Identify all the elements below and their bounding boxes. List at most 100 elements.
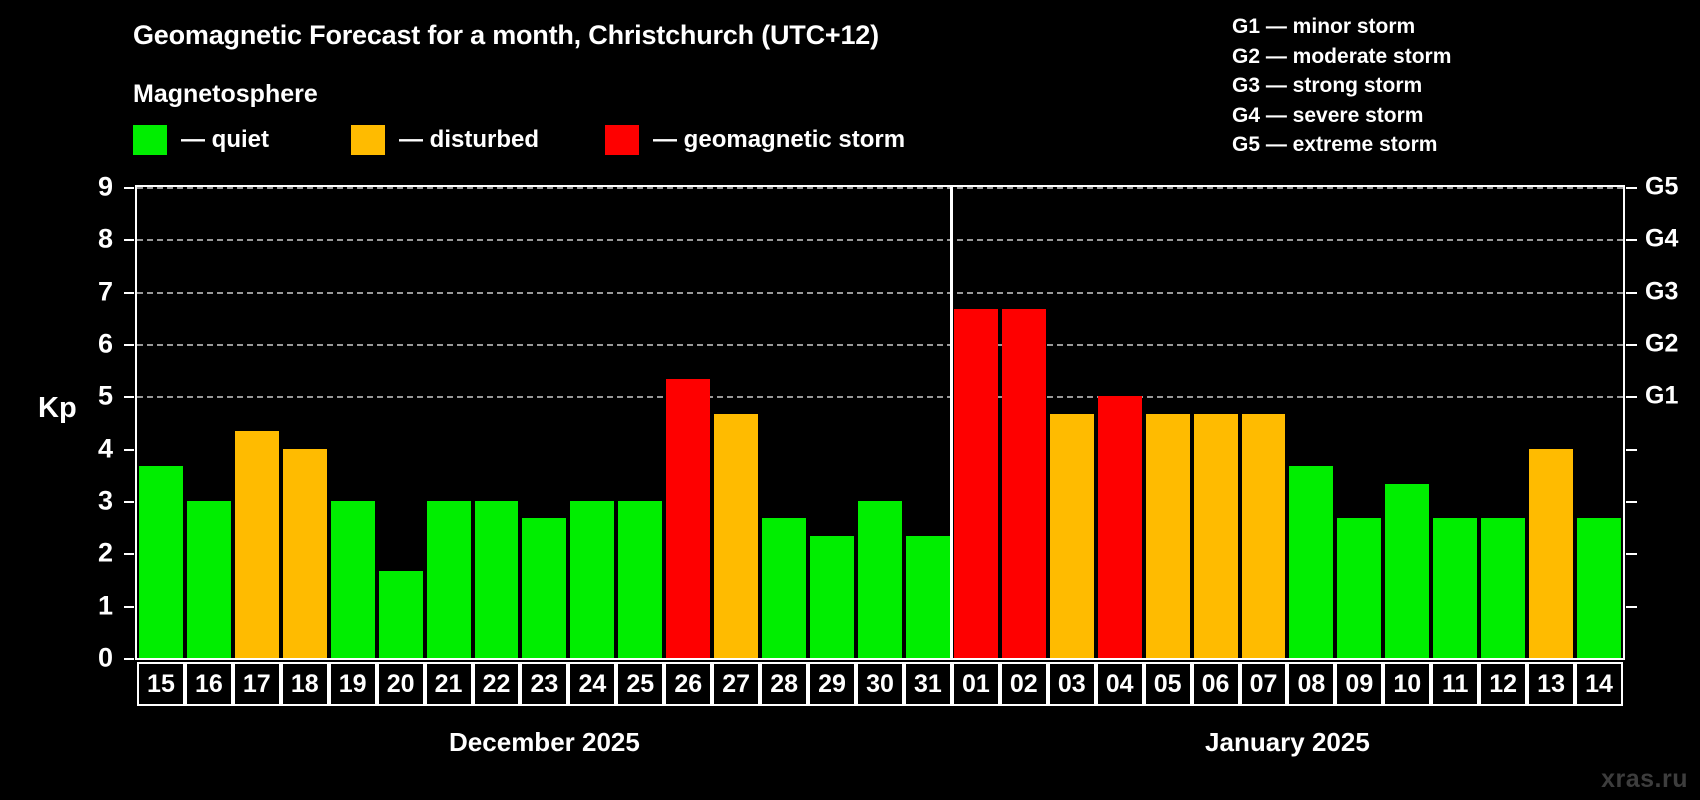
y-tick-label-6: 6 (97, 328, 113, 359)
y-tick-label-3: 3 (97, 485, 113, 516)
bar-day-31[interactable] (905, 536, 950, 658)
day-label-17[interactable]: 17 (232, 662, 281, 706)
day-label-21[interactable]: 21 (424, 662, 473, 706)
day-label-07[interactable]: 07 (1239, 662, 1288, 706)
day-label-02[interactable]: 02 (999, 662, 1048, 706)
bar-day-25[interactable] (618, 501, 663, 658)
gridline-kp-8 (137, 239, 1623, 242)
bar-day-20[interactable] (378, 570, 423, 658)
day-label-22[interactable]: 22 (472, 662, 521, 706)
bar-day-16[interactable] (186, 501, 231, 658)
bar-day-09[interactable] (1337, 518, 1382, 658)
day-label-18[interactable]: 18 (280, 662, 329, 706)
bar-day-04[interactable] (1097, 396, 1142, 658)
bar-day-13[interactable] (1529, 448, 1574, 658)
day-label-13[interactable]: 13 (1527, 662, 1576, 706)
site-watermark: xras.ru (1601, 765, 1688, 793)
bar-day-27[interactable] (714, 413, 759, 658)
bar-day-29[interactable] (810, 536, 855, 658)
bar-day-23[interactable] (522, 518, 567, 658)
bar-day-19[interactable] (330, 501, 375, 658)
day-label-04[interactable]: 04 (1095, 662, 1144, 706)
bar-day-24[interactable] (570, 501, 615, 658)
bar-day-18[interactable] (282, 448, 327, 658)
bar-day-10[interactable] (1385, 483, 1430, 658)
day-label-11[interactable]: 11 (1431, 662, 1480, 706)
g-tick-mark-g1 (1626, 396, 1637, 399)
g-scale-line-g3: G3 — strong storm (1232, 74, 1423, 97)
plot-inner (137, 187, 1623, 658)
day-label-27[interactable]: 27 (712, 662, 761, 706)
bar-day-22[interactable] (474, 501, 519, 658)
bar-day-01[interactable] (953, 308, 998, 658)
g-scale-legend: G1 — minor storm G2 — moderate storm G3 … (1232, 12, 1451, 160)
day-label-28[interactable]: 28 (760, 662, 809, 706)
bar-day-07[interactable] (1241, 413, 1286, 658)
storm-color-swatch (605, 125, 640, 155)
day-label-10[interactable]: 10 (1383, 662, 1432, 706)
bar-day-12[interactable] (1481, 518, 1526, 658)
day-label-23[interactable]: 23 (520, 662, 569, 706)
g-tick-label-g4: G4 (1645, 224, 1679, 253)
bar-day-11[interactable] (1433, 518, 1478, 658)
gridline-kp-7 (137, 291, 1623, 294)
bar-day-17[interactable] (234, 431, 279, 658)
day-label-15[interactable]: 15 (137, 662, 185, 706)
y-tick-mark-6 (124, 344, 134, 346)
day-label-30[interactable]: 30 (856, 662, 904, 706)
bar-day-26[interactable] (666, 379, 711, 658)
day-label-01[interactable]: 01 (951, 662, 1000, 706)
day-label-16[interactable]: 16 (184, 662, 233, 706)
magnetosphere-legend: — quiet — disturbed — geomagnetic storm (133, 124, 905, 156)
y-tick-mark-2 (124, 553, 134, 556)
day-label-26[interactable]: 26 (664, 662, 713, 706)
bar-day-05[interactable] (1145, 413, 1190, 658)
day-label-14[interactable]: 14 (1575, 662, 1623, 706)
disturbed-color-swatch (351, 125, 385, 155)
y-tick-mark-8 (124, 239, 134, 242)
day-label-25[interactable]: 25 (616, 662, 665, 706)
bar-day-06[interactable] (1193, 413, 1238, 658)
day-label-24[interactable]: 24 (568, 662, 617, 706)
y-tick-mark-7 (124, 291, 134, 294)
y-tick-mark-9 (124, 187, 134, 189)
g-tick-mark-g2 (1626, 344, 1637, 346)
y-tick-mark-0 (124, 658, 134, 660)
y-axis-title: Kp (38, 392, 77, 424)
bar-day-30[interactable] (858, 501, 902, 658)
day-label-20[interactable]: 20 (376, 662, 425, 706)
day-label-12[interactable]: 12 (1479, 662, 1528, 706)
bar-day-21[interactable] (426, 501, 471, 658)
bar-day-03[interactable] (1049, 413, 1094, 658)
day-label-05[interactable]: 05 (1143, 662, 1192, 706)
legend-item-disturbed: — disturbed (351, 125, 539, 155)
day-label-03[interactable]: 03 (1047, 662, 1096, 706)
y-tick-label-5: 5 (97, 380, 113, 411)
day-label-19[interactable]: 19 (328, 662, 377, 706)
gridline-kp-5 (137, 396, 1623, 399)
bar-day-08[interactable] (1289, 465, 1334, 658)
g-tick-mark-g5 (1626, 187, 1637, 189)
g-tick-mark-g4 (1626, 239, 1637, 242)
month-divider-line (950, 187, 954, 658)
y-tick-label-1: 1 (97, 590, 113, 621)
g-tick-label-g1: G1 (1645, 381, 1679, 410)
g-scale-line-g1: G1 — minor storm (1232, 15, 1416, 38)
day-label-29[interactable]: 29 (808, 662, 857, 706)
quiet-color-swatch (133, 125, 167, 155)
day-label-08[interactable]: 08 (1287, 662, 1336, 706)
page-title: Geomagnetic Forecast for a month, Christ… (133, 20, 879, 50)
y-tick-label-9: 9 (97, 171, 113, 202)
g-scale-line-g2: G2 — moderate storm (1232, 44, 1452, 68)
bar-day-02[interactable] (1001, 308, 1046, 658)
bar-day-14[interactable] (1577, 518, 1621, 658)
day-label-31[interactable]: 31 (903, 662, 952, 706)
day-label-06[interactable]: 06 (1191, 662, 1240, 706)
y-tick-mark-3 (124, 501, 134, 503)
g-tick-label-g5: G5 (1645, 172, 1679, 201)
g-tick-mark-g3 (1626, 291, 1637, 294)
bar-day-28[interactable] (762, 518, 807, 658)
day-label-09[interactable]: 09 (1335, 662, 1384, 706)
bar-day-15[interactable] (139, 465, 183, 658)
